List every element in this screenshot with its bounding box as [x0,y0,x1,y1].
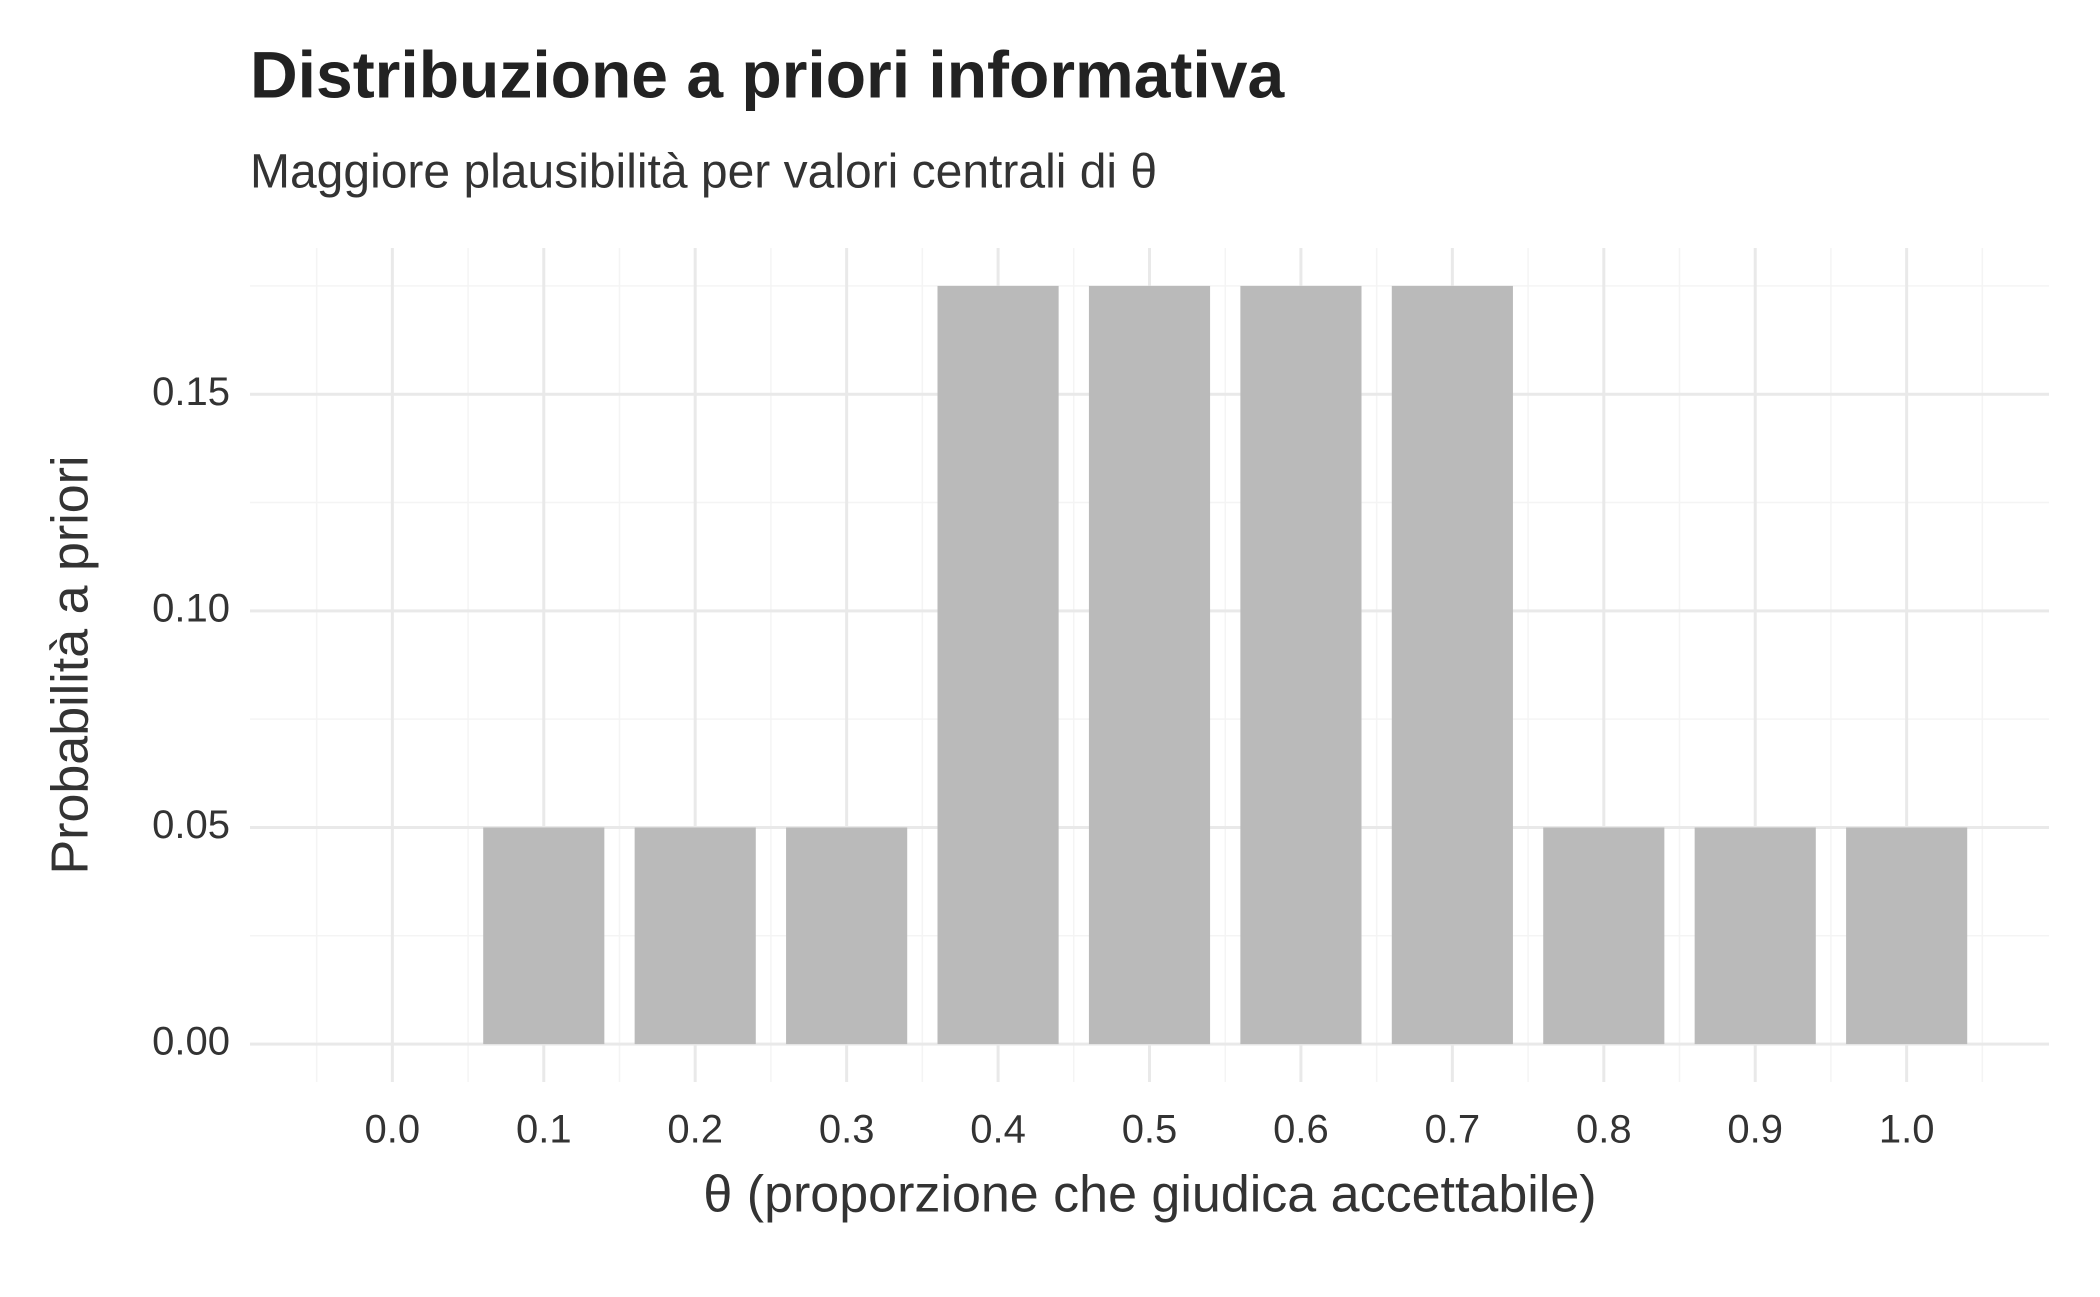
bar [1846,827,1968,1045]
x-tick-label: 0.3 [819,1108,875,1152]
x-tick-label: 0.1 [516,1108,572,1152]
chart-title: Distribuzione a priori informativa [250,37,1285,111]
x-tick-label: 0.8 [1576,1108,1632,1152]
x-tick-label: 1.0 [1879,1108,1935,1152]
x-tick-label: 0.4 [970,1108,1026,1152]
x-tick-label: 0.5 [1122,1108,1178,1152]
bar [937,285,1059,1045]
y-tick-label: 0.10 [152,586,230,630]
y-tick-label: 0.00 [152,1020,230,1064]
bar [1694,827,1816,1045]
x-tick-label: 0.6 [1273,1108,1329,1152]
y-tick-label: 0.05 [152,803,230,847]
y-tick-label: 0.15 [152,370,230,414]
x-axis-title: θ (proporzione che giudica accettabile) [703,1166,1596,1224]
bar [1088,285,1211,1045]
x-tick-label: 0.7 [1425,1108,1481,1152]
bar [483,827,605,1045]
bar [1543,827,1665,1045]
bar [634,827,756,1045]
chart-subtitle: Maggiore plausibilità per valori central… [250,146,1157,199]
y-axis-title: Probabilità a priori [42,455,100,874]
x-tick-label: 0.2 [667,1108,723,1152]
x-tick-label: 0.9 [1727,1108,1783,1152]
bar [1240,285,1362,1045]
x-tick-label: 0.0 [365,1108,421,1152]
bar [1391,285,1513,1045]
bar [786,827,908,1045]
